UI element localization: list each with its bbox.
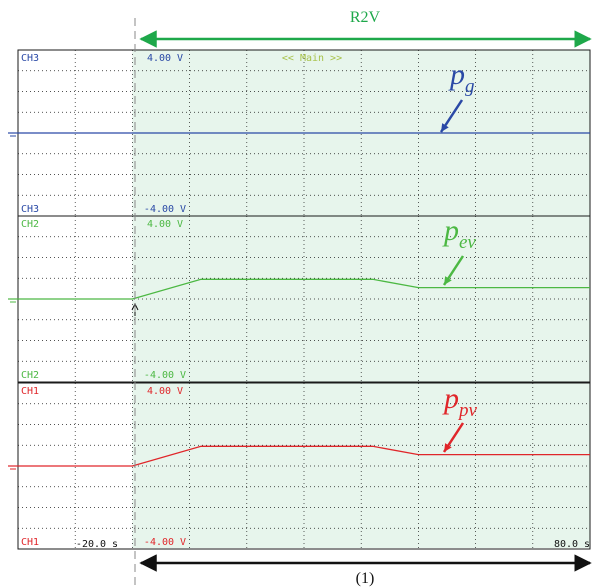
channel-top-value: 4.00 V (147, 219, 183, 230)
pg-annotation: pg (448, 58, 475, 97)
pg-sub: g (465, 76, 475, 97)
main-zoom-label: << Main >> (282, 53, 342, 64)
x-tick-end: 80.0 s (554, 539, 590, 550)
ppv-annotation: ppv (442, 382, 478, 421)
pev-annotation: pev (442, 214, 476, 253)
ppv-sub: pv (457, 400, 478, 421)
channel-bottom-label: CH1 (21, 537, 39, 548)
annotation-arrows (439, 99, 465, 453)
ppv-main: p (442, 382, 459, 415)
pev-main: p (442, 214, 459, 247)
highlight-region (132, 50, 590, 548)
annotation-arrow-head (441, 123, 449, 132)
pg-main: p (448, 58, 465, 91)
channel-bottom-value: -4.00 V (144, 370, 186, 381)
trace-ch1 (18, 445, 590, 467)
x-tick-start: -20.0 s (76, 539, 118, 550)
channel-top-label: CH3 (21, 53, 39, 64)
channel-top-label: CH2 (21, 219, 39, 230)
channel-top-value: 4.00 V (147, 53, 183, 64)
duration-label: (1) (356, 570, 375, 587)
channel-bottom-value: -4.00 V (144, 537, 186, 548)
channel-top-label: CH1 (21, 386, 39, 397)
channel-top-value: 4.00 V (147, 386, 183, 397)
channel-bottom-label: CH3 (21, 204, 39, 215)
traces (8, 132, 590, 470)
channel-bottom-label: CH2 (21, 370, 39, 381)
pev-sub: ev (459, 232, 476, 253)
r2v-label: R2V (350, 9, 381, 26)
trace-ch2 (18, 278, 590, 300)
annotation-arrow-head (444, 276, 452, 285)
channel-bottom-value: -4.00 V (144, 204, 186, 215)
panel-labels: CH3 4.00 V CH3 -4.00 V CH2 4.00 V CH2 -4.00 V CH… (21, 53, 186, 548)
annotation-arrow-head (444, 443, 452, 452)
plot-grid (17, 49, 591, 550)
post-trigger-highlight (132, 50, 590, 548)
